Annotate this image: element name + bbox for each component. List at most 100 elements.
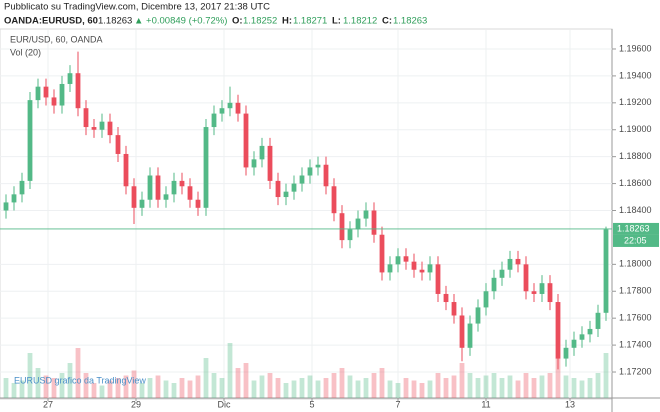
candle-body xyxy=(547,283,553,303)
watermark: EURUSD grafico da TradingView xyxy=(14,375,146,385)
candle-body xyxy=(555,302,561,359)
volume-bar xyxy=(331,373,337,398)
volume-bar xyxy=(467,373,473,398)
last-price: 1.18263 xyxy=(98,16,132,27)
volume-bar xyxy=(251,380,257,398)
volume-bar xyxy=(563,375,569,398)
volume-bar xyxy=(507,375,513,398)
x-tick-label: Dic xyxy=(218,399,231,409)
candle-body xyxy=(539,283,545,294)
volume-bar xyxy=(155,375,161,398)
volume-bar xyxy=(195,375,201,398)
candle-body xyxy=(331,186,337,214)
candle-body xyxy=(355,218,361,230)
candle-body xyxy=(283,191,289,198)
x-tick-label: 13 xyxy=(565,399,575,409)
candle-body xyxy=(211,113,217,128)
volume-bar xyxy=(267,373,273,398)
y-tick-label: 1.18400 xyxy=(619,205,652,215)
volume-bar xyxy=(235,368,241,398)
y-tick-label: 1.17800 xyxy=(619,286,652,296)
volume-bar xyxy=(395,383,401,398)
volume-bar xyxy=(451,375,457,398)
volume-bar xyxy=(67,363,73,398)
volume-bar xyxy=(51,378,57,398)
volume-bar xyxy=(547,373,553,398)
volume-bar xyxy=(163,380,169,398)
price-tag: 1.18263 xyxy=(617,223,650,233)
candle-body xyxy=(179,180,185,187)
volume-bar xyxy=(139,383,145,398)
candle-body xyxy=(3,202,9,211)
candle-body xyxy=(507,258,513,270)
volume-bar xyxy=(587,378,593,398)
candle-body xyxy=(35,86,41,101)
volume-bar xyxy=(603,353,609,398)
y-tick-label: 1.19400 xyxy=(619,70,652,80)
candle-body xyxy=(51,97,57,106)
ohlc-label: C: xyxy=(382,16,392,27)
y-tick-label: 1.19200 xyxy=(619,97,652,107)
candle-body xyxy=(227,102,233,109)
volume-bar xyxy=(275,378,281,398)
plot-frame xyxy=(0,28,613,400)
candle-body xyxy=(483,291,489,308)
volume-bar xyxy=(107,380,113,398)
candle-body xyxy=(467,323,473,348)
volume-bar xyxy=(475,378,481,398)
volume-bar xyxy=(43,375,49,398)
volume-bar xyxy=(131,370,137,398)
candle-body xyxy=(155,175,161,200)
candle-body xyxy=(307,167,313,176)
ohlc-label: O: xyxy=(232,16,243,27)
candle-body xyxy=(139,199,145,208)
volume-bar xyxy=(219,378,225,398)
ohlc-value: 1.18252 xyxy=(243,16,277,27)
candle-body xyxy=(11,194,17,203)
volume-bar xyxy=(259,375,265,398)
volume-bar xyxy=(27,353,33,398)
candle-body xyxy=(187,186,193,200)
volume-bar xyxy=(3,378,9,398)
candle-body xyxy=(603,229,609,313)
volume-bar xyxy=(595,373,601,398)
volume-bar xyxy=(411,380,417,398)
candle-body xyxy=(115,135,121,154)
volume-bar xyxy=(203,358,209,398)
candle-body xyxy=(75,73,81,109)
volume-bar xyxy=(243,363,249,398)
volume-bar xyxy=(459,363,465,398)
volume-bar xyxy=(283,383,289,398)
candle-body xyxy=(291,183,297,192)
volume-bar xyxy=(291,380,297,398)
volume-bar xyxy=(531,378,537,398)
candle-body xyxy=(195,199,201,208)
volume-bar xyxy=(355,380,361,398)
time-tag-bg xyxy=(613,234,659,247)
candle-body xyxy=(403,256,409,262)
candle-body xyxy=(515,258,521,265)
candle-body xyxy=(19,180,25,195)
volume-bar xyxy=(403,378,409,398)
candle-body xyxy=(411,261,417,270)
legend: EUR/USD, 60, OANDA xyxy=(10,34,103,44)
y-tick-label: 1.17400 xyxy=(619,339,652,349)
volume-bar xyxy=(307,375,313,398)
candle-body xyxy=(459,315,465,348)
candle-body xyxy=(275,180,281,198)
volume-bar xyxy=(123,375,129,398)
x-tick-label: 11 xyxy=(481,399,490,409)
candle-body xyxy=(491,277,497,292)
volume-bar xyxy=(75,348,81,398)
x-tick-label: 27 xyxy=(43,399,53,409)
candle-body xyxy=(587,328,593,335)
volume-bar xyxy=(387,380,393,398)
symbol: OANDA:EURUSD, 60 xyxy=(4,16,98,27)
change: ▲ +0.00849 (+0.72%) xyxy=(134,16,227,27)
candle-body xyxy=(347,229,353,241)
time-tag: 22:05 xyxy=(624,235,647,245)
candle-body xyxy=(59,83,65,106)
candle-body xyxy=(379,234,385,273)
y-tick-label: 1.18800 xyxy=(619,151,652,161)
